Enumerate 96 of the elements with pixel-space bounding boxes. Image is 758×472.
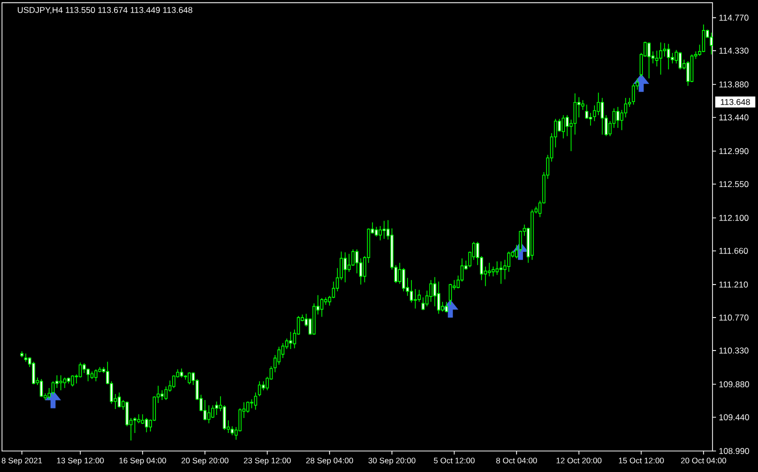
x-tick-label: 16 Sep 04:00 [119,458,166,465]
y-tick-label: 114.330 [719,48,748,54]
y-tick-label: 113.880 [719,81,748,88]
candlestick [518,230,522,252]
candlestick [215,401,218,416]
x-tick-label: 20 Sep 20:00 [182,458,228,465]
candlestick [94,368,98,382]
candlestick [164,386,168,400]
candlestick [433,276,436,307]
candlestick [670,52,674,64]
y-tick-label: 110.770 [719,314,748,321]
candlestick [254,392,258,410]
candlestick [332,281,336,298]
candlestick [355,248,358,274]
candlestick [616,106,620,128]
candlestick [59,374,62,391]
y-tick-label: 108.990 [719,448,750,454]
candlestick [207,404,210,424]
candlestick [492,266,495,277]
candlestick [48,388,51,400]
candlestick [596,92,600,116]
candlestick [659,42,662,76]
candlestick [589,112,592,126]
candlestick [289,331,292,350]
y-tick-label: 111.210 [719,282,748,288]
candlestick [351,248,355,266]
candlestick [414,288,417,309]
candlestick [632,83,635,106]
text: 113.648 [720,98,750,105]
candlestick [141,414,144,424]
x-tick-label: 15 Oct 12:00 [618,458,664,464]
candlestick [238,408,242,432]
candlestick [320,298,324,318]
candlestick [444,301,448,313]
x-tick-label: 8 Sep 2021 [2,458,42,465]
candlestick [437,281,440,314]
candlestick [624,98,628,118]
x-tick-label: 8 Oct 04:00 [496,458,537,464]
point [633,74,650,92]
y-tick-label: 113.440 [719,114,748,120]
y-tick-label: 114.770 [719,14,748,21]
candlestick [592,105,596,122]
candlestick [402,268,406,292]
candlestick [422,296,425,310]
candlestick [281,342,284,358]
x-tick-label: 5 Oct 12:00 [434,458,475,464]
candlestick [348,253,351,272]
candlestick [277,346,281,366]
chart-title: USDJPY,H4 113.550 113.674 113.449 113.648 [18,6,192,14]
candlestick [118,392,121,408]
candlestick [382,220,386,240]
y-tick-label: 109.880 [719,381,750,388]
candlestick [32,361,36,385]
candlestick [86,368,90,382]
candlestick [410,280,413,303]
y-tick-label: 112.550 [719,181,748,188]
candlestick [499,260,503,284]
candlestick [344,252,347,283]
candlestick [63,377,66,388]
y-tick-label: 110.330 [719,348,748,354]
candlestick [562,114,565,139]
x-tick-label: 12 Oct 20:00 [556,458,602,464]
candlestick [125,401,129,427]
candlestick [647,42,651,79]
candlestick [374,226,378,237]
candlestick [211,404,214,418]
candlestick [40,378,43,398]
candlestick [258,380,262,397]
candlestick [222,404,226,430]
candlestick [144,418,148,433]
candlestick [666,44,670,70]
candlestick [655,50,658,67]
x-tick-label: 13 Sep 12:00 [57,458,104,465]
y-tick-label: 109.440 [719,414,750,420]
candlestick [663,42,666,58]
candlestick [203,400,207,421]
x-tick-label: 23 Sep 12:00 [244,458,291,465]
x-tick-label: 30 Sep 20:00 [368,458,416,465]
x-tick-label: 20 Oct 04:00 [681,458,726,464]
y-tick-label: 112.100 [719,214,748,221]
candlestick [702,24,706,53]
candlestick [172,374,176,388]
candlestick [488,262,491,277]
candlestick [448,283,452,306]
candlestick [496,260,499,276]
candlestick [573,93,577,136]
y-tick-label: 112.990 [719,148,748,154]
candlestick [515,244,518,259]
candlestick [51,380,55,396]
candlestick [160,390,164,400]
candlestick [398,262,402,284]
candlestick [429,280,432,302]
candlestick [678,52,682,70]
y-tick-label: 111.660 [719,248,748,254]
candlestick [133,416,136,434]
x-tick-label: 28 Sep 04:00 [306,458,354,465]
